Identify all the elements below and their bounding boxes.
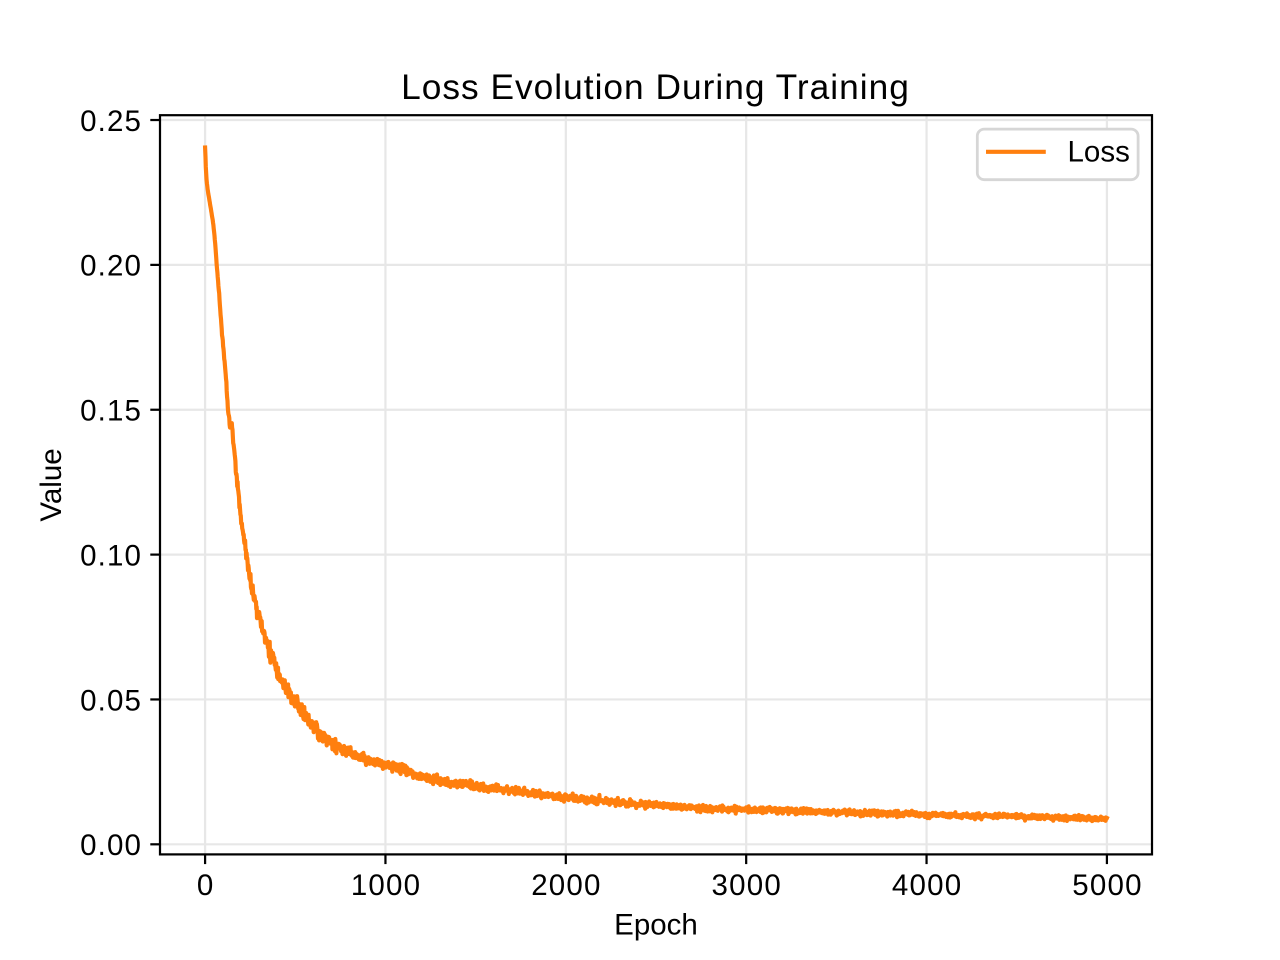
svg-text:0: 0 [197, 869, 215, 902]
svg-text:Value: Value [35, 448, 68, 521]
svg-text:0.10: 0.10 [80, 539, 142, 572]
svg-text:Loss Evolution During Training: Loss Evolution During Training [401, 68, 910, 107]
svg-text:0.25: 0.25 [80, 105, 142, 138]
svg-text:1000: 1000 [351, 869, 421, 902]
svg-text:0.05: 0.05 [80, 684, 142, 717]
svg-text:3000: 3000 [712, 869, 782, 902]
svg-text:5000: 5000 [1072, 869, 1142, 902]
svg-text:0.00: 0.00 [80, 829, 142, 862]
svg-text:Epoch: Epoch [614, 909, 698, 942]
svg-text:0.15: 0.15 [80, 395, 142, 428]
svg-text:Loss: Loss [1068, 136, 1130, 169]
svg-text:4000: 4000 [892, 869, 962, 902]
svg-text:2000: 2000 [531, 869, 601, 902]
svg-text:0.20: 0.20 [80, 250, 142, 283]
